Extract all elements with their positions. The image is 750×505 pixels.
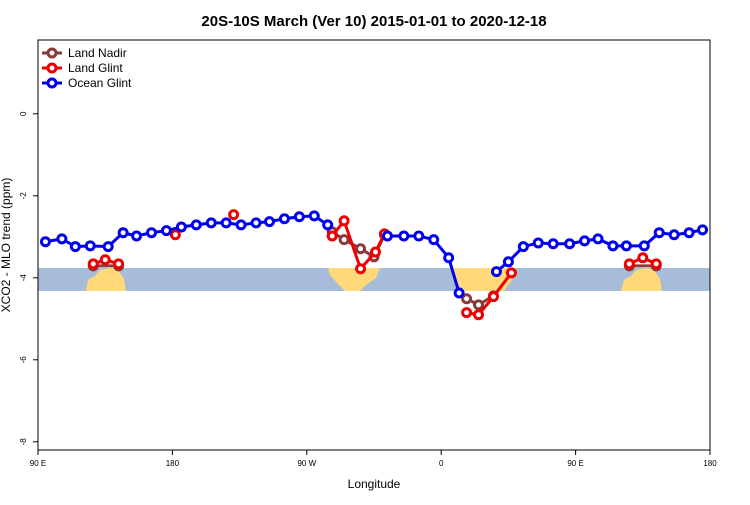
data-point (84, 240, 96, 252)
data-point (308, 210, 320, 222)
data-point (102, 241, 114, 253)
data-point (326, 230, 338, 242)
x-tick-label: 180 (703, 459, 717, 468)
data-point (502, 256, 514, 268)
data-point (620, 240, 632, 252)
data-point (668, 229, 680, 241)
data-point (683, 227, 695, 239)
data-point (592, 233, 604, 245)
x-tick-label: 0 (439, 459, 444, 468)
data-point (160, 225, 172, 237)
data-point (653, 227, 665, 239)
data-point (517, 241, 529, 253)
data-point (355, 263, 367, 275)
data-point (117, 227, 129, 239)
data-point (461, 293, 473, 305)
data-point (650, 258, 662, 270)
x-axis-label: Longitude (348, 477, 401, 491)
data-point (443, 252, 455, 264)
land-australia (86, 268, 126, 291)
legend-marker (46, 47, 58, 59)
data-point (398, 230, 410, 242)
data-point (473, 299, 485, 311)
data-point (490, 266, 502, 278)
data-point (473, 309, 485, 321)
y-tick-label: 0 (19, 111, 28, 116)
data-point (638, 240, 650, 252)
data-point (220, 217, 232, 229)
y-tick-label: -6 (19, 356, 28, 364)
data-point (190, 219, 202, 231)
data-point (547, 238, 559, 250)
data-point (428, 234, 440, 246)
x-tick-label: 90 E (567, 459, 583, 468)
data-point (69, 241, 81, 253)
y-tick-label: -8 (19, 438, 28, 446)
data-point (322, 219, 334, 231)
data-point (205, 217, 217, 229)
data-point (131, 230, 143, 242)
data-point (461, 307, 473, 319)
map-strip (38, 268, 710, 291)
data-point (505, 267, 517, 279)
data-point (263, 216, 275, 228)
data-point (579, 235, 591, 247)
data-point (235, 219, 247, 231)
x-tick-label: 90 W (297, 459, 316, 468)
data-point (169, 229, 181, 241)
data-point (637, 252, 649, 264)
data-point (623, 258, 635, 270)
land-australia (621, 268, 662, 291)
data-point (413, 230, 425, 242)
data-point (381, 230, 393, 242)
data-point (278, 213, 290, 225)
data-point (453, 287, 465, 299)
data-point (175, 221, 187, 233)
data-point (293, 211, 305, 223)
plot-frame (37, 39, 711, 451)
data-point (697, 224, 709, 236)
data-point (250, 217, 262, 229)
data-point (145, 227, 157, 239)
data-point (369, 246, 381, 258)
data-point (56, 233, 68, 245)
legend-label: Land Nadir (68, 46, 127, 60)
data-point (564, 238, 576, 250)
data-point (39, 236, 51, 248)
data-point (607, 240, 619, 252)
data-point (487, 291, 499, 303)
x-tick-label: 90 E (30, 459, 46, 468)
y-axis-label: XCO2 - MLO trend (ppm) (0, 178, 13, 313)
legend-label: Land Glint (68, 61, 123, 75)
legend-marker (46, 77, 58, 89)
data-point (228, 209, 240, 221)
y-tick-label: -4 (19, 274, 28, 282)
legend-marker (46, 62, 58, 74)
x-tick-label: 180 (166, 459, 180, 468)
y-tick-label: -2 (19, 192, 28, 200)
land-south-america (328, 268, 380, 291)
data-point (338, 215, 350, 227)
data-point (355, 243, 367, 255)
data-point (338, 234, 350, 246)
ocean-band (38, 268, 710, 291)
data-point (99, 254, 111, 266)
data-point (113, 258, 125, 270)
chart-title: 20S-10S March (Ver 10) 2015-01-01 to 202… (201, 13, 546, 30)
data-point (87, 258, 99, 270)
legend-label: Ocean Glint (68, 76, 132, 90)
data-point (532, 237, 544, 249)
